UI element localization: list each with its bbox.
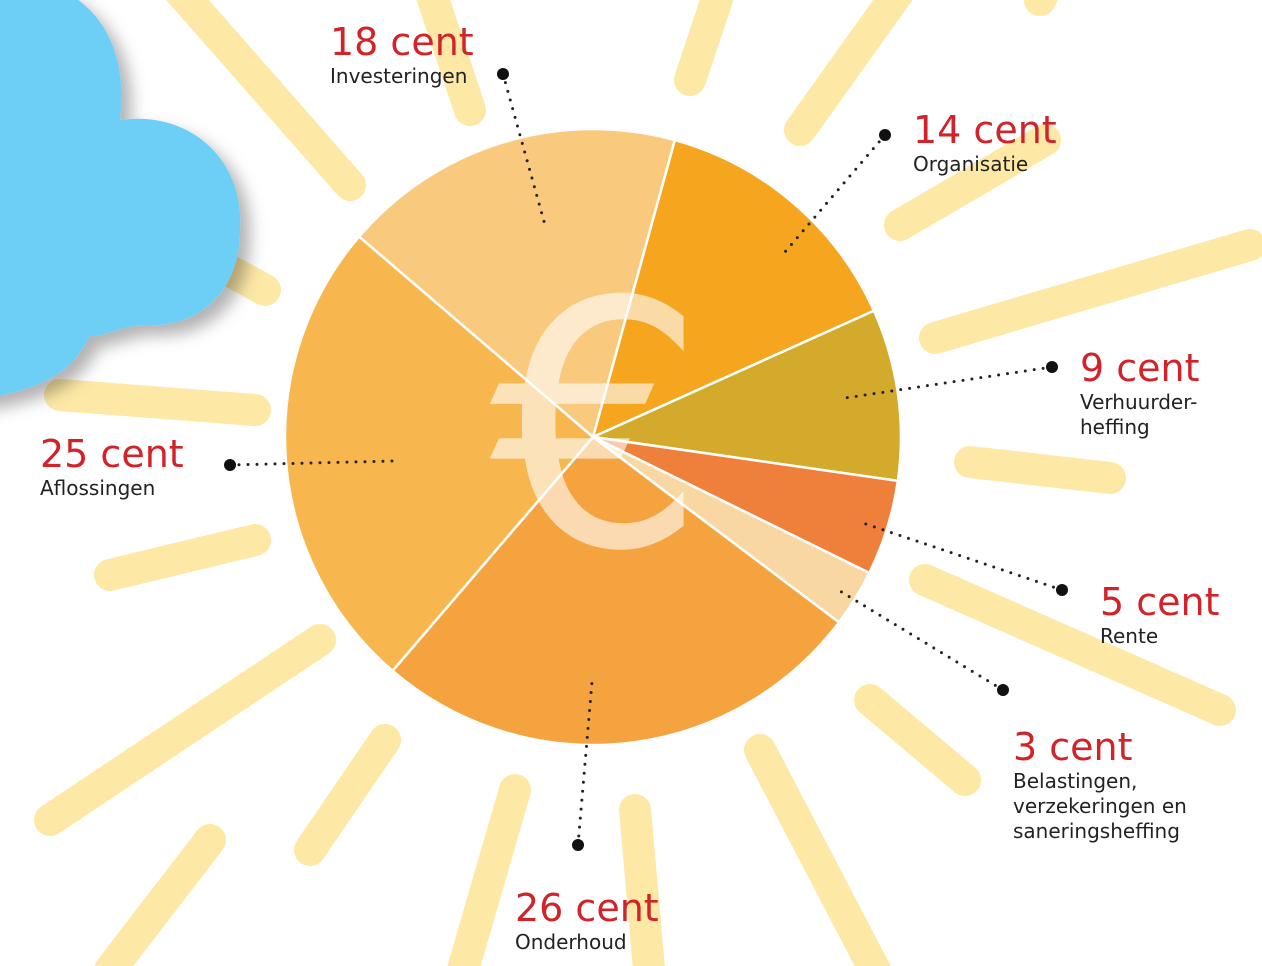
leader-dot: [997, 684, 1009, 696]
leader-dot: [1046, 361, 1058, 373]
value-label: 3 cent: [1013, 725, 1213, 769]
leader-dot: [1056, 584, 1068, 596]
category-label: Belastingen, verzekeringen en saneringsh…: [1013, 769, 1213, 844]
value-label: 25 cent: [40, 432, 240, 476]
category-label: Verhuurder-heffing: [1080, 390, 1230, 440]
leader-line: [785, 135, 885, 252]
page: € (() => { const data = JSON.parse(docum…: [0, 0, 1262, 966]
category-label: Onderhoud: [515, 930, 715, 955]
euro-symbol: €: [490, 230, 706, 626]
value-label: 18 cent: [330, 20, 530, 64]
value-label: 26 cent: [515, 886, 715, 930]
category-label: Organisatie: [913, 152, 1113, 177]
category-label: Aflossingen: [40, 476, 240, 501]
leader-dot: [879, 129, 891, 141]
category-label: Investeringen: [330, 64, 530, 89]
value-label: 9 cent: [1080, 346, 1230, 390]
category-label: Rente: [1100, 624, 1250, 649]
cloud: [0, 0, 240, 400]
leader-dot: [572, 839, 584, 851]
value-label: 14 cent: [913, 108, 1113, 152]
value-label: 5 cent: [1100, 580, 1250, 624]
